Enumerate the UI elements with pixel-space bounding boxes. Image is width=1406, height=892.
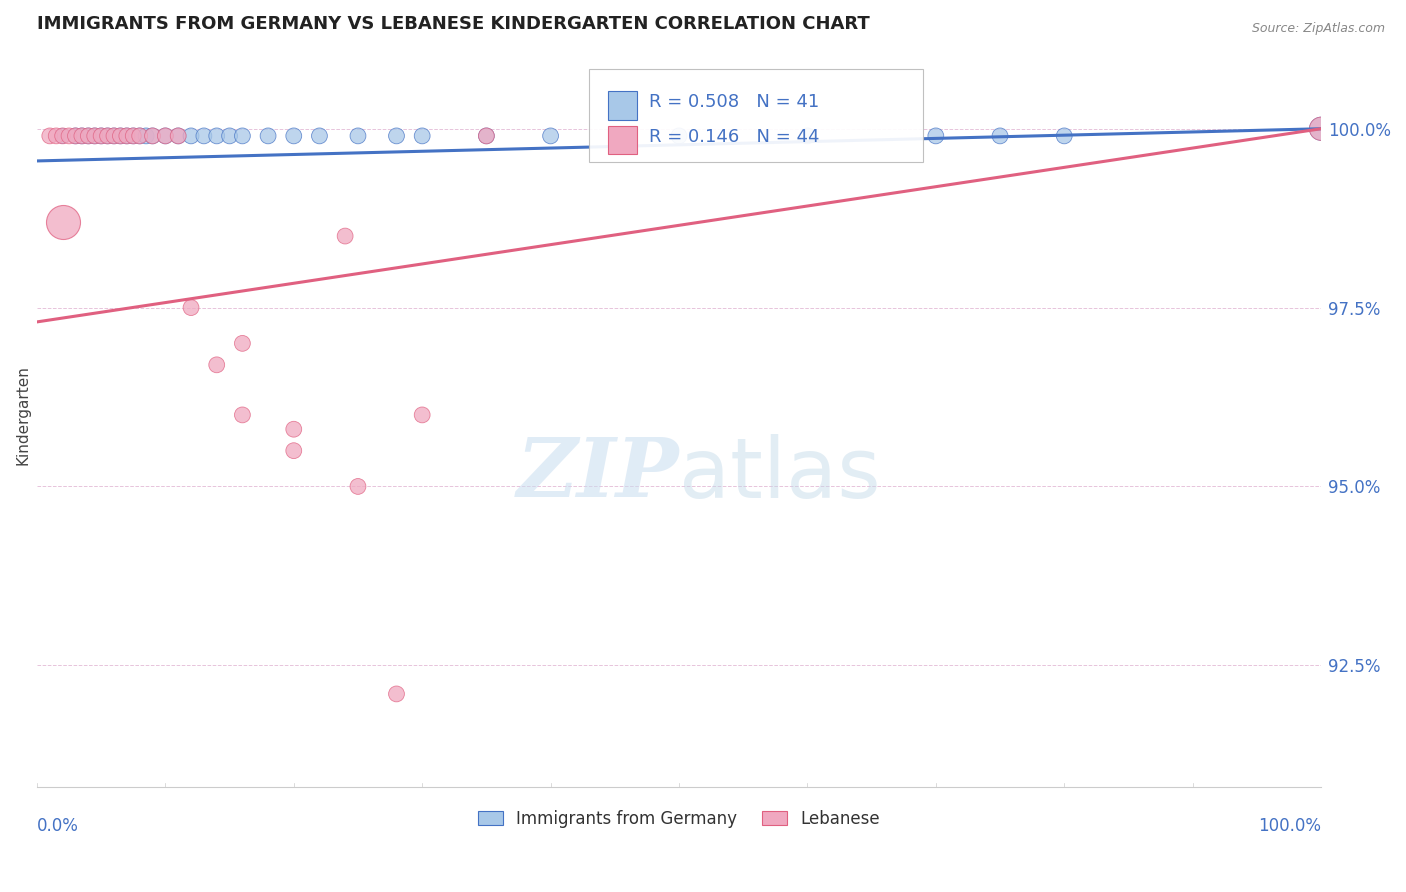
Point	[141, 128, 163, 143]
Point	[167, 128, 190, 143]
Point	[796, 128, 818, 143]
Point	[122, 128, 145, 143]
Point	[52, 128, 75, 143]
Point	[90, 128, 112, 143]
Point	[385, 128, 408, 143]
Point	[83, 128, 105, 143]
Point	[77, 128, 100, 143]
Point	[52, 128, 75, 143]
Point	[128, 128, 150, 143]
Point	[231, 128, 253, 143]
Legend: Immigrants from Germany, Lebanese: Immigrants from Germany, Lebanese	[471, 803, 887, 834]
Text: R = 0.508   N = 41: R = 0.508 N = 41	[650, 93, 820, 111]
Text: IMMIGRANTS FROM GERMANY VS LEBANESE KINDERGARTEN CORRELATION CHART: IMMIGRANTS FROM GERMANY VS LEBANESE KIND…	[37, 15, 870, 33]
Point	[83, 128, 105, 143]
Point	[38, 128, 60, 143]
Point	[333, 229, 356, 244]
Point	[110, 128, 132, 143]
FancyBboxPatch shape	[589, 69, 922, 162]
Point	[411, 408, 433, 422]
Bar	[609, 91, 637, 120]
Point	[52, 215, 75, 229]
Point	[110, 128, 132, 143]
Point	[988, 128, 1011, 143]
Point	[167, 128, 190, 143]
Point	[1310, 121, 1333, 136]
Bar	[609, 127, 637, 154]
Y-axis label: Kindergarten: Kindergarten	[15, 365, 30, 465]
Point	[115, 128, 138, 143]
Point	[193, 128, 215, 143]
Point	[540, 128, 562, 143]
Point	[70, 128, 93, 143]
Point	[65, 128, 87, 143]
Point	[1310, 121, 1333, 136]
Point	[231, 336, 253, 351]
Point	[180, 128, 202, 143]
Point	[128, 128, 150, 143]
Point	[115, 128, 138, 143]
Text: atlas: atlas	[679, 434, 880, 515]
Point	[411, 128, 433, 143]
Point	[218, 128, 240, 143]
Point	[231, 408, 253, 422]
Point	[97, 128, 120, 143]
Point	[97, 128, 120, 143]
Point	[257, 128, 280, 143]
Text: R = 0.146   N = 44: R = 0.146 N = 44	[650, 128, 820, 145]
Point	[103, 128, 125, 143]
Point	[1053, 128, 1076, 143]
Point	[283, 443, 305, 458]
Text: 0.0%: 0.0%	[37, 817, 79, 835]
Point	[385, 687, 408, 701]
Point	[70, 128, 93, 143]
Point	[141, 128, 163, 143]
Point	[347, 128, 370, 143]
Point	[475, 128, 498, 143]
Point	[103, 128, 125, 143]
Point	[90, 128, 112, 143]
Point	[283, 422, 305, 436]
Point	[205, 128, 228, 143]
Point	[45, 128, 67, 143]
Point	[180, 301, 202, 315]
Text: Source: ZipAtlas.com: Source: ZipAtlas.com	[1251, 22, 1385, 36]
Point	[308, 128, 330, 143]
Point	[475, 128, 498, 143]
Point	[77, 128, 100, 143]
Point	[58, 128, 80, 143]
Point	[925, 128, 948, 143]
Point	[155, 128, 177, 143]
Text: ZIP: ZIP	[516, 434, 679, 515]
Point	[205, 358, 228, 372]
Point	[347, 479, 370, 493]
Point	[283, 128, 305, 143]
Point	[135, 128, 157, 143]
Point	[668, 128, 690, 143]
Point	[155, 128, 177, 143]
Point	[65, 128, 87, 143]
Text: 100.0%: 100.0%	[1258, 817, 1322, 835]
Point	[122, 128, 145, 143]
